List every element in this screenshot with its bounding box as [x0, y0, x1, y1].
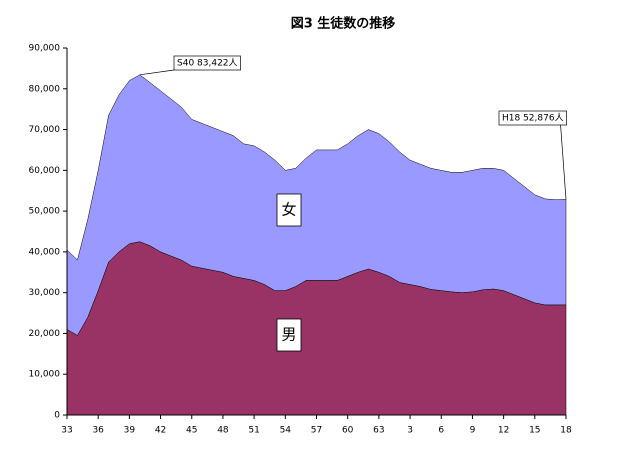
y-tick-label: 0 — [54, 411, 60, 421]
x-tick-label: 42 — [155, 426, 166, 436]
series-label-box — [276, 193, 302, 227]
series-label-box — [276, 318, 302, 352]
y-tick-label: 90,000 — [29, 44, 61, 54]
y-tick-label: 60,000 — [29, 166, 61, 176]
x-tick-label: 15 — [529, 426, 540, 436]
area — [66, 74, 567, 336]
x-tick-label: 3 — [407, 426, 413, 436]
x-tick-label: 6 — [438, 426, 444, 436]
y-tick-label: 70,000 — [29, 125, 61, 135]
annotation-leader — [139, 69, 175, 76]
annotation-box — [498, 110, 567, 126]
x-tick-label: 45 — [186, 426, 197, 436]
x-tick-label: 9 — [470, 426, 476, 436]
series-label: 女 — [281, 201, 296, 219]
x-tick-label: 36 — [92, 426, 104, 436]
x-tick-label: 51 — [248, 426, 259, 436]
y-tick-label: 80,000 — [29, 84, 61, 94]
y-tick-label: 50,000 — [29, 207, 61, 217]
x-tick-label: 39 — [124, 426, 136, 436]
y-tick-label: 20,000 — [29, 329, 61, 339]
chart-title: 図3 生徒数の推移 — [291, 16, 396, 32]
series-label: 男 — [281, 326, 296, 344]
y-tick-label: 40,000 — [29, 247, 61, 257]
x-tick-label: 60 — [342, 426, 354, 436]
annotation: H18 52,876人 — [502, 113, 564, 124]
x-tick-label: 48 — [217, 426, 229, 436]
y-tick-label: 10,000 — [29, 370, 61, 380]
y-tick-label: 30,000 — [29, 288, 61, 298]
x-tick-label: 63 — [373, 426, 384, 436]
x-tick-label: 18 — [560, 426, 572, 436]
x-tick-label: 57 — [311, 426, 322, 436]
x-tick-label: 54 — [280, 426, 292, 436]
annotation: S40 83,422人 — [177, 58, 238, 69]
annotation-leader — [560, 124, 567, 200]
annotation-box — [173, 55, 241, 71]
x-tick-label: 33 — [61, 426, 72, 436]
x-tick-label: 12 — [498, 426, 509, 436]
